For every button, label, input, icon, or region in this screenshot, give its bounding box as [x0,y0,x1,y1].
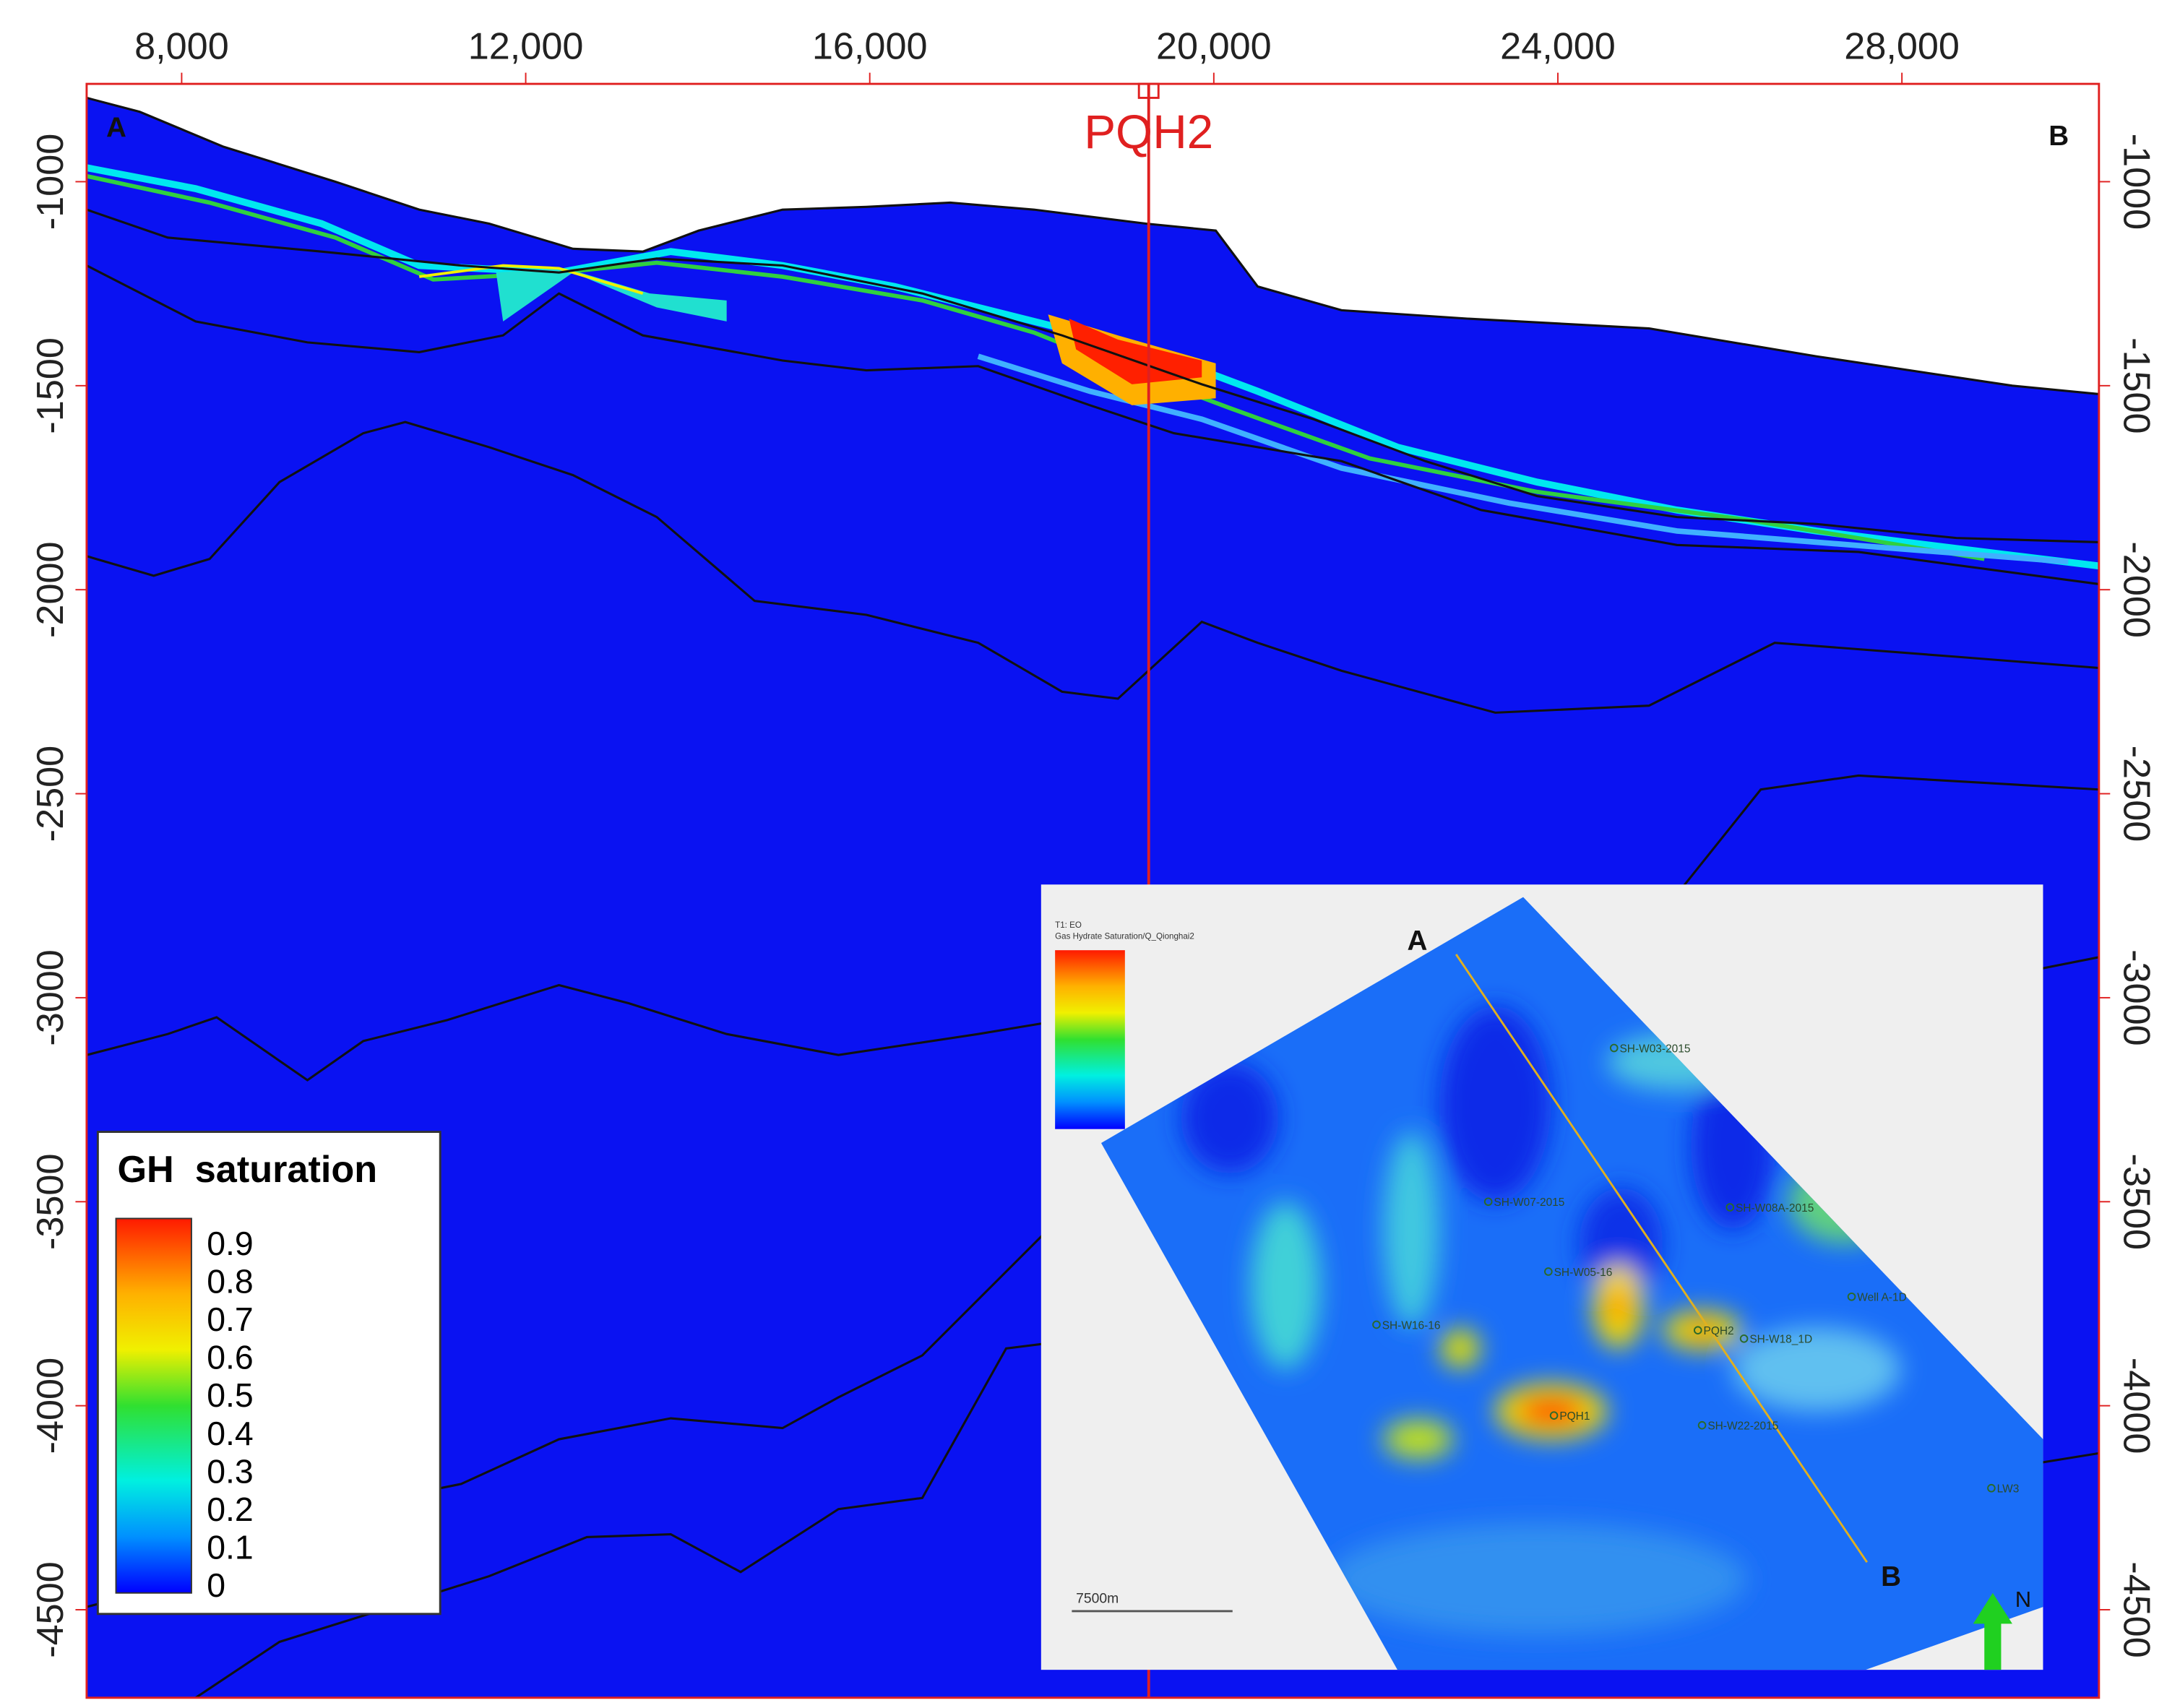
seafloor [86,96,2099,395]
well-label: SH-W18_1D [1749,1334,1812,1346]
section-end-label: A [106,113,126,144]
y-tick-label: -4000 [30,1358,72,1454]
well-label: SH-W16-16 [1382,1319,1441,1332]
y-tick-label-right: -2500 [2116,746,2158,842]
y-tick-label: -3500 [30,1154,72,1251]
well-label: SH-W07-2015 [1494,1196,1564,1209]
legend-label: 0.7 [207,1301,254,1338]
well-point [1372,1320,1381,1329]
y-tick-label-right: -2000 [2116,541,2158,638]
well-point [1483,1197,1493,1207]
legend-label: 0.1 [207,1529,254,1566]
well-label: SH-W03-2015 [1619,1043,1690,1055]
well-point [1544,1267,1553,1276]
y-tick-label-right: -4500 [2116,1561,2158,1658]
inset-header: T1: EO [1055,920,1082,930]
section-end-label: B [2048,121,2069,152]
well-label: PQH2 [1084,105,1213,158]
legend-label: 0.4 [207,1415,254,1452]
y-tick-label: -4500 [30,1561,72,1658]
y-tick-label-right: -4000 [2116,1358,2158,1454]
legend-label: 0.5 [207,1376,254,1414]
x-tick-label: 28,000 [1844,25,1960,67]
wells: SH-W03-2015 SH-W07-2015 SH-W08A-2015 SH-W05… [1372,1043,2020,1496]
y-tick-label: -3000 [30,949,72,1046]
well-point [1693,1326,1702,1334]
legend-label: 0.3 [207,1452,254,1490]
x-tick-label: 20,000 [1156,25,1272,67]
section-trace [1455,954,1868,1563]
legend-label: 0 [207,1566,225,1604]
legend-title: GH saturation [117,1149,377,1191]
plot-frame [85,82,2101,1699]
well-point [1697,1420,1707,1430]
seafloor-mask [86,84,2099,394]
well-label: PQH2 [1704,1325,1734,1337]
x-tick-label: 24,000 [1500,25,1616,67]
well-point [1549,1411,1559,1420]
x-tick-label: 16,000 [812,25,928,67]
legend-label: 0.2 [207,1491,254,1528]
x-tick-label: 8,000 [134,25,229,67]
well-marker [1137,82,1160,99]
well-label: Well A-1D [1857,1292,1906,1304]
y-tick-label-right: -1000 [2116,134,2158,230]
well-point [1847,1292,1856,1301]
axes: 8,000 12,000 16,000 20,000 24,000 28,000 -1000… [30,25,2158,1657]
well-label: SH-W05-16 [1554,1267,1613,1279]
well-label: PQH1 [1559,1410,1590,1423]
inset-label: A [1408,926,1428,957]
y-tick-label: -1500 [30,337,72,434]
north-label: N [2015,1587,2031,1612]
well-point [1609,1043,1619,1053]
well-point [1987,1483,1996,1493]
y-tick-label-right: -1500 [2116,337,2158,434]
inset-label: B [1881,1561,1901,1592]
well-label: SH-W08A-2015 [1736,1202,1814,1215]
well-point [1739,1334,1749,1343]
well-label: LW3 [1997,1483,2020,1496]
y-tick-label: -1000 [30,134,72,230]
scale-label: 7500m [1076,1591,1119,1606]
y-tick-label: -2000 [30,541,72,638]
y-tick-label: -2500 [30,746,72,842]
color-bar [115,1217,192,1594]
inset-header: Gas Hydrate Saturation/Q_Qionghai2 [1055,932,1194,941]
well-point [1726,1203,1735,1212]
inset-color-bar [1055,950,1125,1129]
legend-label: 0.6 [207,1339,254,1376]
hydrate-zone [85,164,2100,570]
y-tick-label-right: -3500 [2116,1154,2158,1251]
legend-label: 0.9 [207,1225,254,1262]
north-arrow [1973,1592,2012,1670]
well-label: SH-W22-2015 [1707,1420,1778,1433]
legend-label: 0.8 [207,1262,254,1300]
y-tick-label-right: -3000 [2116,949,2158,1046]
legend-labels: 0.90.80.70.60.50.40.30.20.10 [207,1225,254,1604]
x-tick-label: 12,000 [468,25,584,67]
